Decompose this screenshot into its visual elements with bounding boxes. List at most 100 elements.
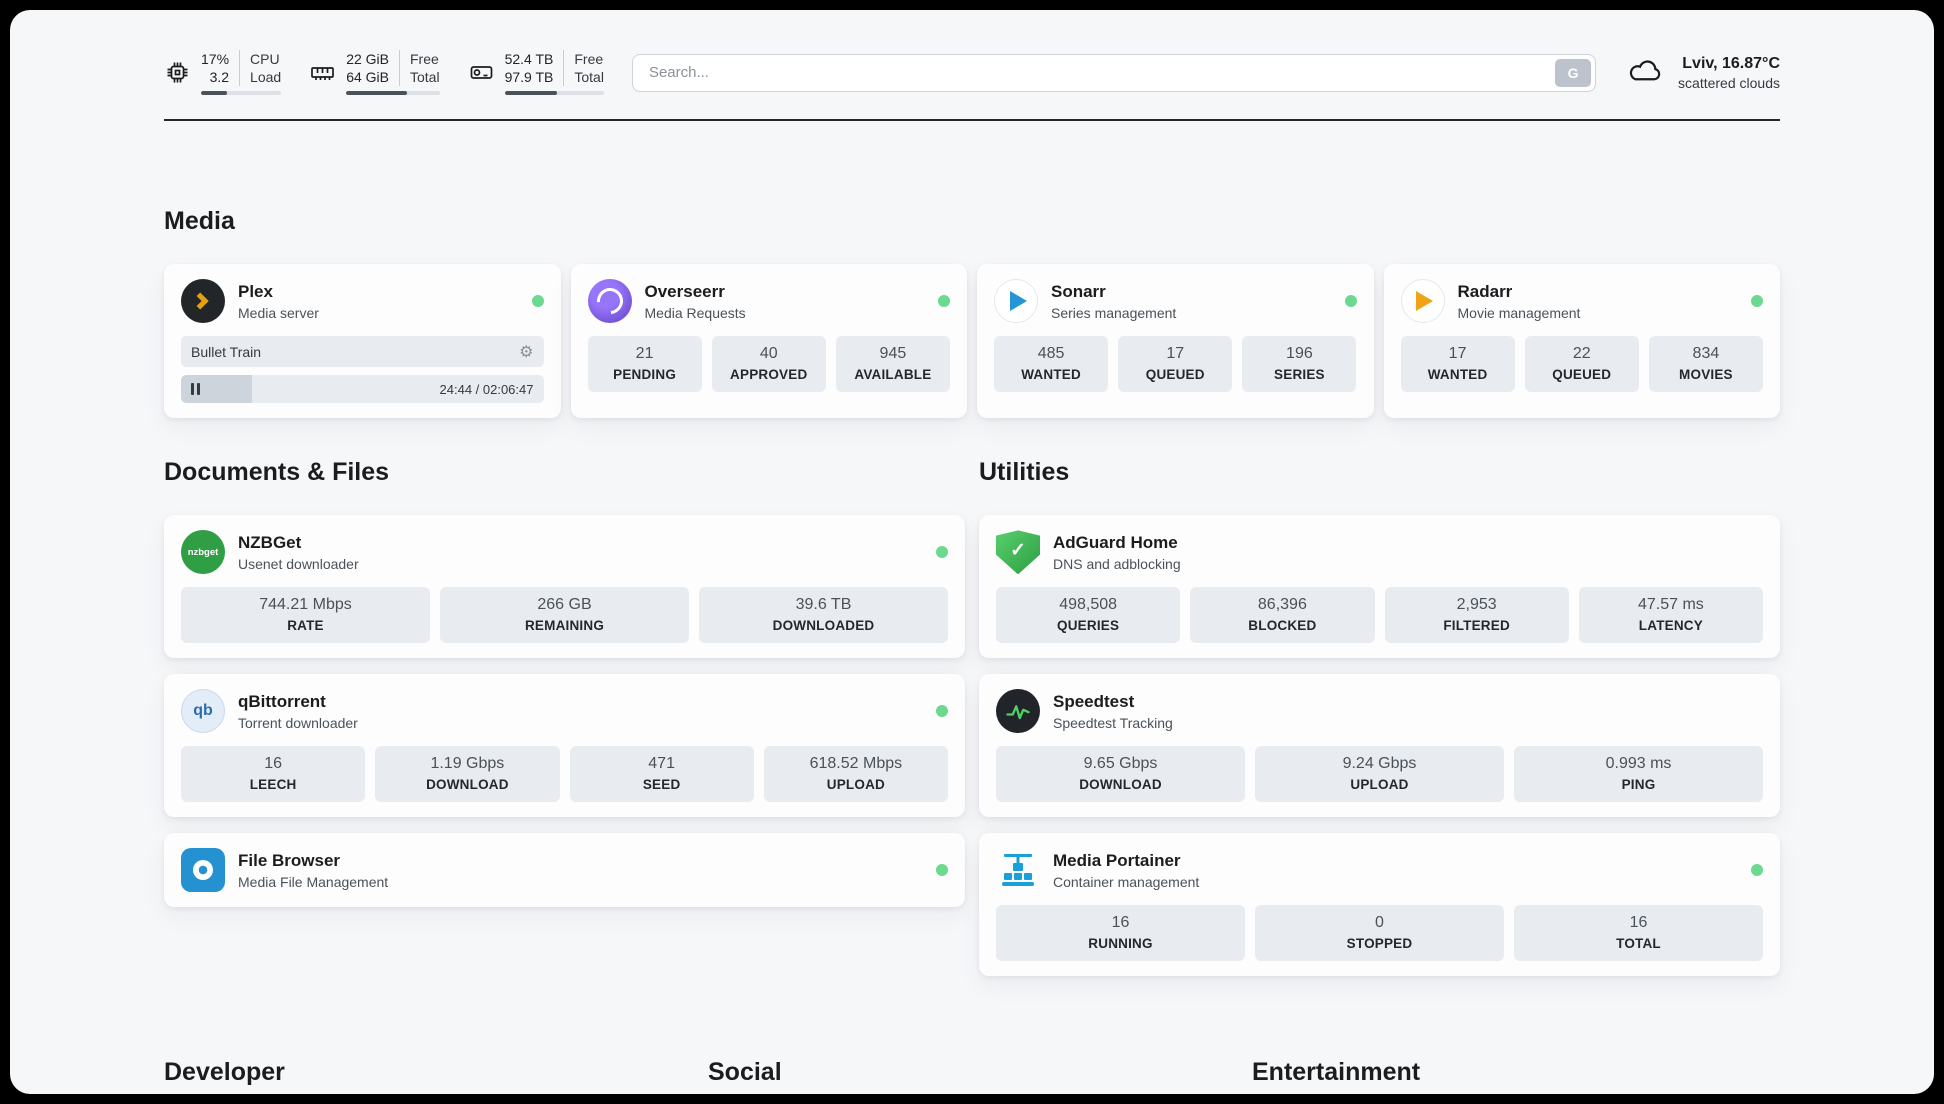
app-card-overseerr[interactable]: Overseerr Media Requests 21 PENDING 40 A… <box>570 264 967 419</box>
weather-condition: scattered clouds <box>1678 74 1780 91</box>
stat-label: QUEUED <box>1552 367 1612 383</box>
stat-box: 498,508 QUERIES <box>996 587 1181 644</box>
stat-value: 0 <box>1375 914 1384 932</box>
stat-label: PENDING <box>613 367 677 383</box>
app-card-filebrowser[interactable]: File Browser Media File Management <box>164 833 965 908</box>
stat-value: 9.65 Gbps <box>1083 755 1158 773</box>
status-dot <box>1344 295 1357 308</box>
cpu-chip-icon <box>164 59 191 86</box>
stat-box: 834 MOVIES <box>1648 336 1763 393</box>
app-card-portainer[interactable]: Media Portainer Container management 16 … <box>979 833 1780 977</box>
app-subtitle: Torrent downloader <box>238 714 358 731</box>
pause-icon[interactable] <box>191 383 200 396</box>
stat-label: QUEUED <box>1145 367 1205 383</box>
app-card-adguard[interactable]: ✓ AdGuard Home DNS and adblocking 498,50… <box>979 515 1780 659</box>
stat-box: 0.993 ms PING <box>1514 746 1763 803</box>
app-header: Speedtest Speedtest Tracking <box>996 689 1763 734</box>
app-card-radarr[interactable]: Radarr Movie management 17 WANTED 22 QUE… <box>1383 264 1780 419</box>
stat-box: 744.21 Mbps RATE <box>181 587 430 644</box>
app-name: Speedtest <box>1053 691 1135 711</box>
stat-box: 17 QUEUED <box>1118 336 1233 393</box>
app-header: Radarr Movie management <box>1400 279 1763 324</box>
cpu-load-value: 3.2 <box>209 69 230 86</box>
app-subtitle: Movie management <box>1457 304 1581 321</box>
stat-box: 266 GB REMAINING <box>440 587 689 644</box>
stat-label: WANTED <box>1427 367 1488 383</box>
stat-label: DOWNLOADED <box>772 618 875 634</box>
stat-box: 39.6 TB DOWNLOADED <box>699 587 948 644</box>
qbittorrent-icon: qb <box>181 689 225 734</box>
section-title-entertainment: Entertainment <box>1252 1058 1421 1087</box>
dashboard-page: 17% 3.2 CPU Load <box>10 10 1934 1094</box>
stat-value: 16 <box>264 755 283 773</box>
app-card-sonarr[interactable]: Sonarr Series management 485 WANTED 17 Q… <box>977 264 1374 419</box>
stat-box: 9.65 Gbps DOWNLOAD <box>996 746 1245 803</box>
stat-box: 40 APPROVED <box>711 336 826 393</box>
ram-free-value: 22 GiB <box>346 51 389 67</box>
status-dot <box>938 295 950 308</box>
disk-progress-fill <box>504 91 558 96</box>
stat-value: 744.21 Mbps <box>259 596 352 614</box>
stat-box: 16 LEECH <box>181 746 366 803</box>
nzbget-icon: nzbget <box>181 530 225 575</box>
app-subtitle: Container management <box>1053 873 1200 890</box>
section-title-documents: Documents & Files <box>164 458 390 487</box>
gear-icon[interactable]: ⚙ <box>519 343 534 361</box>
search-engine-button[interactable]: G <box>1555 58 1592 87</box>
overseerr-icon <box>587 279 632 324</box>
player-progress-bar[interactable]: 24:44 / 02:06:47 <box>181 375 544 404</box>
stat-label: UPLOAD <box>826 777 885 793</box>
app-subtitle: DNS and adblocking <box>1053 555 1181 572</box>
app-header: qb qBittorrent Torrent downloader <box>181 689 948 734</box>
stat-box: 22 QUEUED <box>1524 336 1639 393</box>
status-dot <box>1751 864 1763 877</box>
stat-box: 196 SERIES <box>1242 336 1357 393</box>
stat-label: DOWNLOAD <box>1079 777 1162 793</box>
stat-label: LEECH <box>249 777 297 793</box>
app-subtitle: Series management <box>1051 304 1177 321</box>
stat-label: APPROVED <box>730 367 808 383</box>
disk-progress-track <box>504 91 604 96</box>
stat-value: 21 <box>635 345 654 363</box>
app-card-nzbget[interactable]: nzbget NZBGet Usenet downloader 744.21 M… <box>164 515 965 659</box>
search-input[interactable] <box>631 53 1597 92</box>
section-title-developer: Developer <box>164 1058 285 1087</box>
app-header: Sonarr Series management <box>994 279 1357 324</box>
weather-widget: Lviv, 16.87°C scattered clouds <box>1624 53 1780 92</box>
app-card-speedtest[interactable]: Speedtest Speedtest Tracking 9.65 Gbps D… <box>979 674 1780 818</box>
plex-icon <box>181 279 225 324</box>
cpu-progress-track <box>201 91 282 96</box>
stat-box: 2,953 FILTERED <box>1384 587 1569 644</box>
stat-value: 17 <box>1166 345 1185 363</box>
stat-value: 1.19 Gbps <box>430 755 505 773</box>
stat-value: 86,396 <box>1257 596 1307 614</box>
app-card-qbittorrent[interactable]: qb qBittorrent Torrent downloader 16 LEE… <box>164 674 965 818</box>
ram-progress-fill <box>346 91 407 96</box>
stat-label: MOVIES <box>1679 367 1733 383</box>
stat-label: SERIES <box>1274 367 1325 383</box>
stat-label: FILTERED <box>1443 618 1510 634</box>
stat-value: 17 <box>1448 345 1467 363</box>
stat-label: BLOCKED <box>1248 618 1317 634</box>
app-name: AdGuard Home <box>1053 532 1178 552</box>
app-card-plex[interactable]: Plex Media server Bullet Train ⚙ 24:4 <box>164 264 561 419</box>
now-playing-bar: Bullet Train ⚙ <box>181 336 544 368</box>
section-title-utilities: Utilities <box>979 458 1070 487</box>
app-header: Overseerr Media Requests <box>587 279 950 324</box>
cloud-icon <box>1624 53 1666 92</box>
stat-value: 834 <box>1692 345 1720 363</box>
app-name: Sonarr <box>1051 281 1106 301</box>
disk-free-label: Free <box>574 51 604 67</box>
stat-label: DOWNLOAD <box>426 777 509 793</box>
ram-progress-track <box>346 91 440 96</box>
cpu-progress-fill <box>201 91 227 96</box>
stat-label: LATENCY <box>1638 618 1703 634</box>
status-dot <box>936 546 948 559</box>
player-time: 24:44 / 02:06:47 <box>439 381 534 397</box>
top-bar: 17% 3.2 CPU Load <box>164 50 1780 96</box>
stat-label: QUERIES <box>1057 618 1120 634</box>
now-playing-title: Bullet Train <box>191 343 262 360</box>
app-header: ✓ AdGuard Home DNS and adblocking <box>996 530 1763 575</box>
stat-value: 0.993 ms <box>1605 755 1672 773</box>
stat-label: RUNNING <box>1088 936 1153 952</box>
